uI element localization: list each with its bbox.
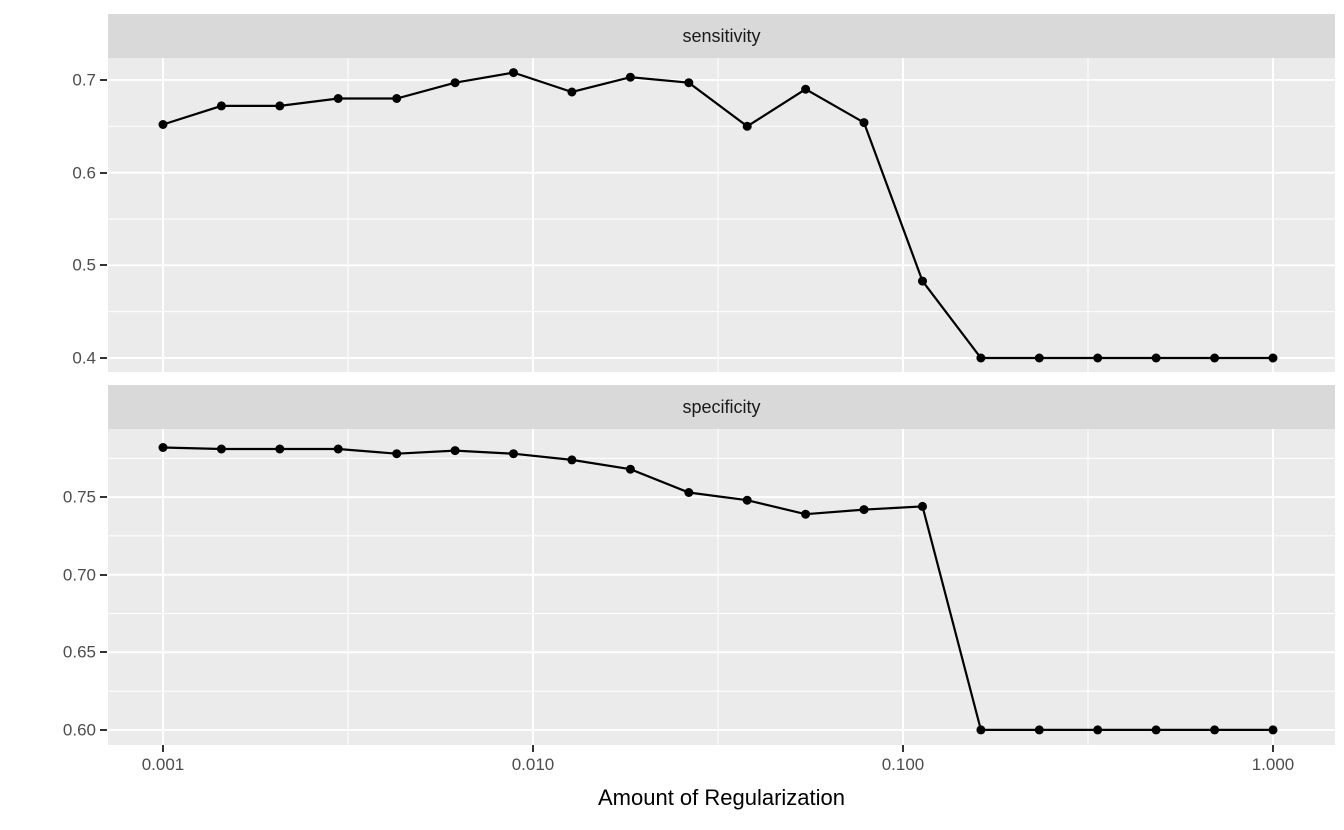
y-tick	[100, 651, 107, 654]
series-line-sensitivity	[162, 71, 1273, 360]
data-point	[625, 464, 635, 474]
facet-strip-sensitivity: sensitivity	[108, 14, 1335, 58]
data-point	[1268, 353, 1278, 363]
data-point	[625, 72, 635, 82]
y-tick	[100, 728, 107, 731]
panel-plot-specificity	[108, 429, 1335, 745]
data-point	[742, 121, 752, 131]
data-point	[392, 449, 402, 459]
data-point	[1034, 353, 1044, 363]
y-tick	[100, 496, 107, 499]
y-tick	[100, 171, 107, 174]
x-tick-label: 0.010	[511, 755, 555, 774]
y-tick-label: 0.4	[72, 348, 96, 368]
data-point	[509, 449, 518, 459]
x-tick-label: 0.001	[141, 755, 185, 774]
x-tick	[531, 745, 534, 752]
data-point	[1151, 353, 1161, 363]
data-point	[567, 455, 577, 465]
data-point	[1093, 353, 1103, 363]
y-tick-label: 0.75	[62, 487, 96, 507]
data-point	[976, 353, 986, 363]
data-point	[509, 68, 518, 78]
data-point	[392, 94, 402, 103]
facet-label-specificity: specificity	[682, 396, 761, 417]
data-point	[801, 509, 811, 519]
data-point	[801, 84, 811, 94]
data-point	[1210, 725, 1220, 735]
data-point	[567, 87, 577, 97]
y-tick-label: 0.60	[62, 720, 96, 740]
series-line-specificity	[162, 446, 1273, 731]
y-tick-label: 0.6	[72, 163, 96, 183]
x-tick-label: 1.000	[1251, 755, 1295, 774]
data-point	[684, 488, 694, 497]
data-point	[742, 495, 752, 505]
x-axis-title: Amount of Regularization	[597, 785, 846, 810]
panel-plot-sensitivity	[108, 58, 1335, 372]
data-point	[333, 94, 343, 103]
panel-specificity	[108, 429, 1335, 745]
y-tick	[100, 573, 107, 576]
data-point	[333, 444, 343, 454]
y-tick-label: 0.5	[72, 255, 96, 275]
data-point	[450, 446, 460, 456]
data-point	[275, 101, 285, 111]
data-point	[450, 78, 460, 88]
y-tick-label: 0.7	[72, 70, 96, 90]
y-tick	[100, 78, 107, 81]
y-tick	[100, 264, 107, 267]
data-point	[976, 725, 986, 735]
facet-strip-specificity: specificity	[108, 385, 1335, 429]
data-point	[158, 120, 168, 129]
data-point	[859, 118, 869, 128]
y-tick-label: 0.70	[62, 565, 96, 585]
data-point	[1093, 725, 1103, 735]
panel-sensitivity	[108, 58, 1335, 372]
data-point	[859, 505, 869, 515]
x-tick	[1271, 745, 1274, 752]
x-tick-label: 0.100	[881, 755, 925, 774]
data-point	[684, 78, 694, 88]
data-point	[1210, 353, 1220, 363]
data-point	[275, 444, 285, 454]
data-point	[1268, 725, 1278, 735]
data-point	[918, 501, 927, 511]
data-point	[158, 443, 168, 452]
data-point	[1151, 725, 1161, 735]
x-tick	[161, 745, 164, 752]
x-tick	[901, 745, 904, 752]
data-point	[216, 444, 226, 454]
data-point	[216, 101, 226, 111]
data-point	[918, 276, 927, 286]
y-tick	[100, 357, 107, 359]
y-tick-label: 0.65	[62, 642, 96, 662]
data-point	[1034, 725, 1044, 735]
facet-label-sensitivity: sensitivity	[682, 25, 761, 46]
